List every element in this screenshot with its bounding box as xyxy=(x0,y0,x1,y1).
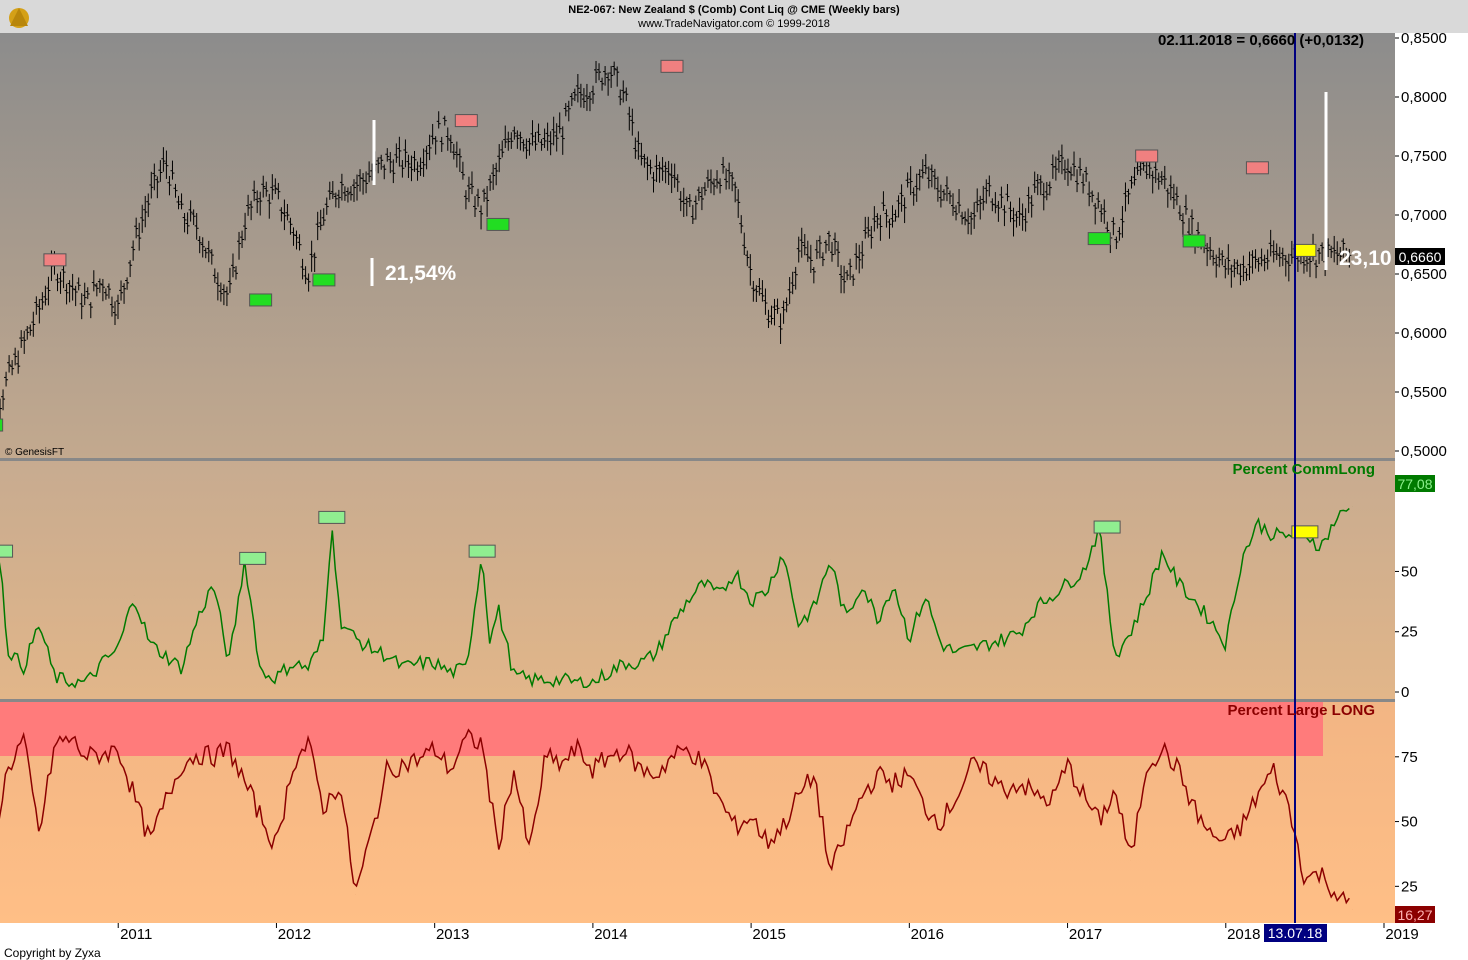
comm-marker xyxy=(1291,525,1319,539)
cursor-date-label: 13.07.18 xyxy=(1268,925,1323,941)
price-last-box xyxy=(1395,248,1445,265)
measure-annotation-1: 21,54% xyxy=(385,262,457,285)
app-logo-icon xyxy=(9,8,29,28)
comm-marker xyxy=(1093,520,1121,534)
comm-tick-label: 50 xyxy=(1401,563,1418,580)
copyright: Copyright by Zyxa xyxy=(4,946,101,960)
comm-marker xyxy=(318,510,346,524)
price-marker-red xyxy=(1135,149,1159,163)
price-marker-green xyxy=(249,293,273,307)
price-marker-red xyxy=(454,114,478,128)
comm-marker xyxy=(0,544,14,558)
large-last-value: 16,27 xyxy=(1397,907,1432,923)
cursor-date-box xyxy=(1264,924,1327,942)
watermark: © GenesisFT xyxy=(5,447,64,458)
large-tick-label: 50 xyxy=(1401,814,1418,831)
chart-title: NE2-067: New Zealand $ (Comb) Cont Liq @… xyxy=(568,4,900,16)
large-tick-label: 25 xyxy=(1401,878,1418,895)
price-marker-green xyxy=(1182,234,1206,248)
comm-last-value: 77,08 xyxy=(1397,476,1432,492)
year-label: 2019 xyxy=(1385,926,1418,943)
price-tick-label: 0,5000 xyxy=(1401,443,1447,460)
comm-series-line xyxy=(0,507,1350,689)
price-last-value: 0,6660 xyxy=(1399,249,1442,265)
comm-marker xyxy=(239,551,267,565)
chart-subtitle: www.TradeNavigator.com © 1999-2018 xyxy=(637,18,830,30)
price-marker-red xyxy=(1245,161,1269,175)
large-tick-label: 75 xyxy=(1401,749,1418,766)
price-tick-label: 0,7000 xyxy=(1401,207,1447,224)
overbought-band xyxy=(0,702,1323,756)
price-tick-label: 0,7500 xyxy=(1401,148,1447,165)
header-bar xyxy=(0,0,1468,33)
year-label: 2011 xyxy=(120,926,152,943)
price-tick-label: 0,5500 xyxy=(1401,384,1447,401)
price-marker-yellow xyxy=(1293,243,1317,257)
comm-tick-label: 0 xyxy=(1401,684,1409,701)
comm-panel xyxy=(0,460,1395,700)
large-series-line xyxy=(0,728,1350,905)
year-label: 2014 xyxy=(594,926,627,943)
price-tick-label: 0,6000 xyxy=(1401,325,1447,342)
price-marker-green xyxy=(486,217,510,231)
year-label: 2013 xyxy=(436,926,469,943)
price-marker-green xyxy=(0,418,4,432)
measure-annotation-2: 23,10 xyxy=(1339,247,1392,270)
large-panel-title: Percent Large LONG xyxy=(1227,702,1375,719)
price-marker-green xyxy=(1087,232,1111,246)
cursor-readout: 02.11.2018 = 0,6660 (+0,0132) xyxy=(1158,32,1364,49)
year-label: 2016 xyxy=(911,926,944,943)
year-label: 2018 xyxy=(1227,926,1260,943)
price-panel xyxy=(0,33,1395,459)
price-marker-red xyxy=(660,59,684,73)
time-axis xyxy=(0,923,1468,960)
panel-separator xyxy=(0,699,1395,702)
panel-separator xyxy=(0,458,1395,461)
large-last-box xyxy=(1395,906,1435,923)
comm-panel-title: Percent CommLong xyxy=(1232,461,1375,478)
comm-last-box xyxy=(1395,475,1435,492)
price-marker-green xyxy=(312,273,336,287)
price-tick-label: 0,8000 xyxy=(1401,89,1447,106)
price-tick-label: 0,6500 xyxy=(1401,266,1447,283)
comm-tick-label: 25 xyxy=(1401,624,1418,641)
price-marker-red xyxy=(43,253,67,267)
year-label: 2015 xyxy=(752,926,785,943)
price-tick-label: 0,8500 xyxy=(1401,30,1447,47)
comm-marker xyxy=(468,544,496,558)
year-label: 2012 xyxy=(278,926,311,943)
year-label: 2017 xyxy=(1069,926,1102,943)
